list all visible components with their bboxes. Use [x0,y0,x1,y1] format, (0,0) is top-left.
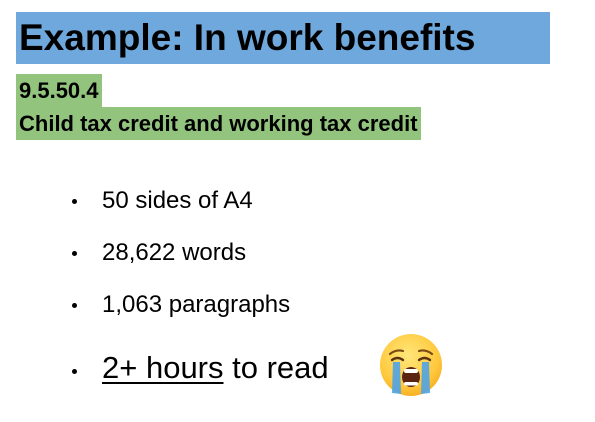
list-item: 28,622 words [72,232,329,284]
bullet-list: 50 sides of A4 28,622 words 1,063 paragr… [72,180,329,406]
list-item-text: 28,622 words [102,239,247,266]
list-item: 1,063 paragraphs [72,284,329,336]
reference-block: 9.5.50.4 Child tax credit and working ta… [16,74,421,140]
list-item: 50 sides of A4 [72,180,329,232]
page-title: Example: In work benefits [16,12,550,64]
bullet-dot [72,303,77,308]
bullet-dot [72,369,77,374]
reference-code: 9.5.50.4 [16,74,102,107]
list-item-text: to read [223,350,329,385]
list-item-text: 50 sides of A4 [102,187,253,214]
crying-face-icon [380,334,442,396]
reference-name: Child tax credit and working tax credit [16,107,421,140]
bullet-dot [72,199,77,204]
list-item-text: 1,063 paragraphs [102,291,291,318]
bullet-dot [72,251,77,256]
list-item: 2+ hours to read [72,336,329,406]
emphasis-text: 2+ hours [102,350,224,385]
